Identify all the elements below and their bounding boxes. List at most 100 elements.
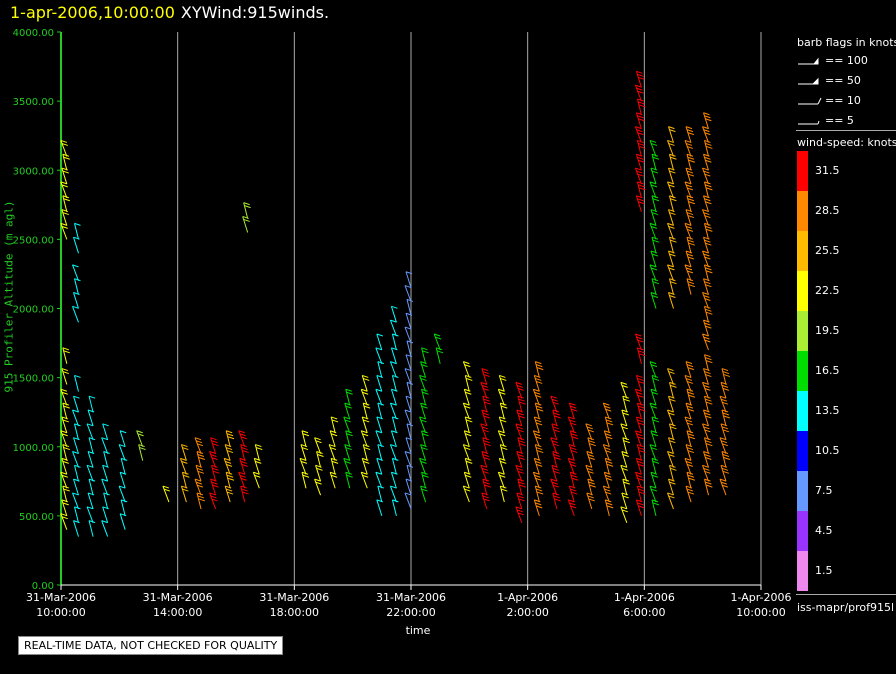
wind-barb (72, 305, 79, 323)
x-tick-label-time: 6:00:00 (623, 606, 665, 619)
wind-barb (649, 485, 658, 503)
wind-barb (650, 471, 659, 489)
wind-barb (603, 471, 613, 489)
wind-barb (73, 395, 80, 413)
wind-barb (419, 374, 427, 392)
wind-barb (667, 368, 675, 385)
wind-barb (668, 250, 676, 268)
wind-barb (301, 430, 310, 447)
wind-barb (345, 430, 353, 447)
colorbar-swatch (797, 231, 808, 271)
wind-barb (651, 278, 660, 295)
wind-barb (482, 437, 491, 454)
x-tick-label-date: 31-Mar-2006 (259, 591, 329, 604)
wind-barb (377, 402, 384, 420)
wind-barb (703, 278, 712, 295)
wind-barb (61, 416, 69, 434)
wind-barb (343, 457, 351, 475)
wind-barb (404, 409, 412, 427)
y-tick-label: 500.00 (19, 512, 54, 523)
wind-barb (87, 409, 95, 427)
wind-barb (721, 451, 731, 468)
wind-barb (87, 451, 95, 468)
wind-barb (534, 361, 544, 378)
wind-barb (375, 347, 383, 364)
wind-barb (375, 430, 383, 447)
wind-barb (344, 402, 352, 420)
wind-barb (685, 402, 695, 420)
wind-barb (421, 347, 429, 364)
wind-barb (704, 478, 713, 496)
legend-separator (796, 130, 896, 131)
barb-legend-100: == 100 (825, 54, 868, 67)
wind-barb (567, 457, 577, 475)
wind-barb (223, 457, 233, 475)
wind-barb (360, 388, 369, 406)
wind-barb (604, 416, 614, 434)
wind-barb (482, 395, 491, 413)
wind-barb (406, 298, 414, 316)
wind-barb (404, 451, 412, 468)
wind-barb (462, 485, 471, 503)
wind-barb (73, 478, 80, 496)
wind-barb (634, 126, 644, 143)
wind-barb (636, 444, 646, 461)
wind-barb (550, 478, 559, 496)
wind-barb (603, 430, 613, 447)
wind-barb (702, 167, 711, 185)
data-source-label: iss-mapr/prof915l (797, 601, 895, 614)
wind-barb (669, 195, 677, 212)
wind-barb (101, 437, 109, 454)
wind-barb (101, 520, 109, 537)
wind-barb (464, 457, 473, 475)
wind-barb (498, 416, 507, 434)
wind-barb (686, 236, 696, 254)
wind-barb (649, 402, 658, 420)
colorbar-label: 1.5 (815, 564, 833, 577)
wind-barb (72, 264, 79, 282)
wind-barb (60, 388, 68, 406)
wind-barb (668, 126, 676, 143)
wind-barb (604, 499, 614, 516)
wind-barb (703, 153, 712, 171)
wind-barb (181, 471, 190, 489)
wind-barb (62, 195, 70, 212)
wind-barb (480, 381, 489, 399)
colorbar-swatch (797, 391, 808, 431)
wind-barb (209, 492, 218, 510)
wind-barb (702, 333, 711, 351)
x-tick-label-time: 2:00:00 (506, 606, 548, 619)
wind-barb (463, 471, 472, 489)
wind-barb (62, 347, 70, 364)
wind-barb (635, 416, 645, 434)
wind-barb (621, 451, 629, 468)
wind-barb (329, 430, 338, 447)
wind-barb (636, 485, 646, 503)
wind-barb (88, 478, 96, 496)
wind-barb (252, 471, 261, 489)
wind-barb (684, 264, 694, 282)
wind-barb (62, 153, 70, 171)
wind-barb (636, 402, 646, 420)
wind-barb (516, 451, 525, 468)
wind-barb (650, 250, 659, 268)
wind-barb (684, 416, 694, 434)
wind-barb (435, 347, 444, 364)
wind-barb (389, 361, 397, 378)
wind-barb (433, 333, 442, 351)
wind-barb (721, 368, 731, 385)
wind-barb (61, 368, 69, 385)
wind-barb (211, 464, 220, 482)
wind-barb (253, 457, 262, 475)
wind-barb (61, 167, 69, 185)
wind-barb (391, 333, 399, 351)
wind-barb (704, 139, 713, 157)
wind-barb (702, 292, 711, 309)
wind-barb (649, 139, 658, 157)
wind-barb (703, 409, 712, 427)
wind-barb (315, 464, 323, 482)
wind-barb (634, 388, 644, 406)
wind-barb (345, 388, 353, 406)
wind-barb (196, 451, 206, 468)
